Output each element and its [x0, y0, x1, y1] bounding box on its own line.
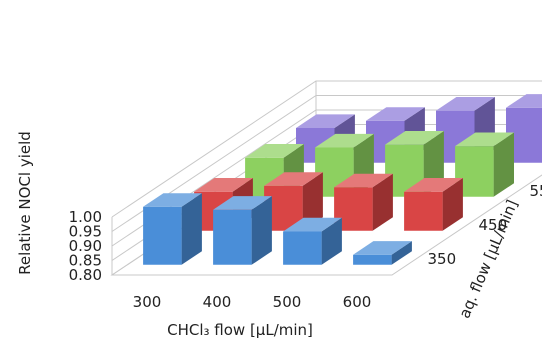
y-tick-label: 0.80 — [69, 266, 102, 284]
bar-front — [353, 254, 392, 265]
bar-front — [404, 191, 443, 231]
bar-top — [213, 196, 272, 210]
bar-side — [442, 178, 463, 231]
x-tick-labels: 300 400 500 600 — [133, 293, 372, 311]
x-tick-label: 300 — [133, 293, 162, 311]
bar-top — [264, 172, 323, 186]
bar-top — [366, 107, 425, 121]
bar — [455, 132, 514, 197]
bar-top — [353, 241, 412, 255]
depth-tick-label: 550 — [530, 182, 542, 200]
depth-tick-labels: 350450550650 — [428, 182, 542, 268]
bar-front — [143, 206, 182, 265]
bar — [404, 178, 463, 231]
bar-top — [296, 114, 355, 128]
bar-front — [213, 209, 252, 265]
bar-front — [455, 146, 494, 197]
bar-top — [334, 173, 393, 188]
bar-side — [493, 132, 514, 197]
bar-front — [334, 187, 373, 231]
bar-top — [506, 94, 542, 108]
bar-side — [251, 196, 272, 265]
bar — [264, 172, 323, 231]
bar — [143, 193, 202, 265]
depth-tick-label: 450 — [479, 216, 508, 234]
bar-top — [283, 217, 342, 232]
y-tick-labels: 0.800.850.900.951.00 — [69, 208, 102, 284]
bar — [283, 217, 342, 265]
bar-top — [315, 133, 374, 148]
gridline — [111, 95, 542, 232]
depth-tick-label: 350 — [428, 250, 457, 268]
bar-front — [264, 185, 303, 231]
bar-top — [455, 132, 514, 147]
bar-top — [194, 178, 253, 192]
gridline — [111, 80, 542, 218]
bar-top — [143, 193, 202, 207]
bar-side — [302, 172, 323, 231]
y-tick-label: 0.95 — [69, 223, 102, 241]
bar-top — [385, 131, 444, 145]
y-tick-label: 0.85 — [69, 252, 102, 270]
bar-front — [385, 144, 424, 197]
bar-front — [283, 231, 322, 265]
bar-side — [391, 241, 412, 265]
x-axis-title: CHCl₃ flow [µL/min] — [167, 321, 313, 339]
bar-top — [245, 144, 304, 158]
bar-top — [436, 97, 495, 111]
bar-side — [372, 173, 393, 231]
y-tick-label: 1.00 — [69, 208, 102, 226]
y-tick-label: 0.90 — [69, 237, 102, 255]
bar-side — [181, 193, 202, 265]
bar-front — [506, 107, 542, 163]
bar — [353, 241, 412, 265]
bar — [506, 94, 542, 163]
bars — [143, 94, 542, 265]
bar — [213, 196, 272, 265]
x-tick-label: 500 — [273, 293, 302, 311]
bar-side — [321, 217, 342, 265]
bar-top — [404, 178, 463, 192]
x-tick-label: 600 — [343, 293, 372, 311]
y-axis-title: Relative NOCl yield — [16, 131, 34, 275]
x-tick-label: 400 — [203, 293, 232, 311]
bar — [334, 173, 393, 231]
